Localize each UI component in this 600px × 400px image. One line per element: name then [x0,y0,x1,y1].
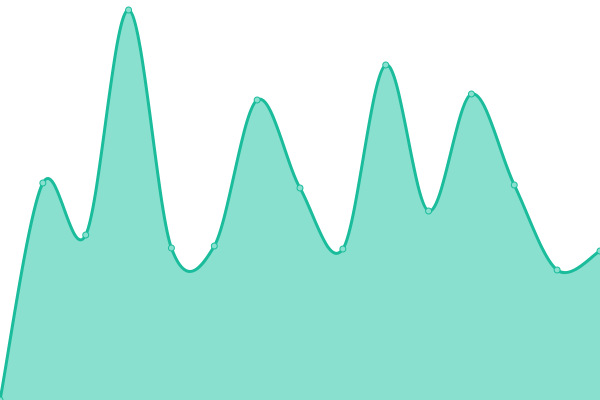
data-point [125,6,133,14]
data-point [339,245,347,253]
area-fill [0,9,600,400]
data-point [39,179,47,187]
data-point [210,242,218,250]
data-point [0,396,4,400]
data-point [253,96,261,104]
data-points [0,6,600,400]
data-point [553,266,561,274]
data-point [510,181,518,189]
data-point [167,244,175,252]
data-point [596,247,600,255]
data-point [296,184,304,192]
data-point [382,61,390,69]
data-point [82,231,90,239]
data-point [425,207,433,215]
data-point [467,90,475,98]
